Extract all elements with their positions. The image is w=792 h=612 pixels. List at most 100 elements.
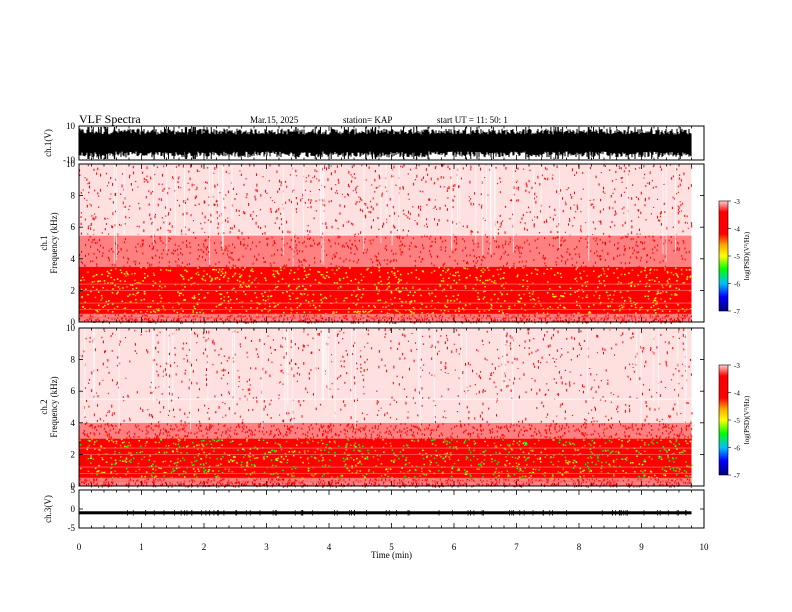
ch1-speck — [477, 292, 479, 294]
ch1-speck — [569, 287, 572, 290]
ch1-speck — [267, 298, 270, 301]
ch1-speck — [594, 227, 596, 230]
ch1-speck — [295, 211, 297, 213]
ch1-speck — [220, 274, 222, 277]
ch1-speck — [522, 266, 525, 269]
ch1-speck — [268, 315, 270, 318]
ch1-speck — [231, 314, 233, 317]
ch1-speck — [442, 264, 444, 267]
ch2-speck — [457, 480, 459, 483]
ch1-speck — [136, 225, 138, 227]
ch1-speck — [255, 277, 257, 279]
ch1-speck — [297, 278, 300, 280]
ch1-speck — [342, 277, 345, 280]
ch1-speck — [215, 200, 217, 203]
ch1-speck — [684, 247, 686, 250]
ch1-speck — [414, 316, 416, 319]
ch1-speck — [645, 219, 647, 221]
ch1-speck — [495, 166, 497, 169]
ch1-speck — [398, 280, 401, 282]
ch1-speck — [370, 211, 372, 214]
ch1-speck — [504, 250, 506, 253]
ch1-speck — [335, 264, 337, 267]
ch1-speck — [644, 247, 646, 250]
ch1-speck — [274, 222, 276, 224]
ch2-speck — [448, 456, 450, 458]
ch2-speck — [383, 482, 385, 485]
ch1-speck — [181, 233, 183, 236]
ch2-speck — [315, 457, 317, 460]
ch1-speck — [408, 248, 410, 251]
ch1-speck — [398, 237, 400, 240]
ch1-speck — [362, 288, 365, 290]
ch1-speck — [521, 314, 523, 317]
ch1-speck — [124, 315, 126, 318]
ch1-speck — [144, 318, 146, 321]
ch1-speck — [207, 292, 209, 294]
ch1-speck — [150, 235, 152, 238]
ch1-speck — [152, 257, 154, 260]
ch1-speck — [620, 304, 623, 307]
ch1-speck — [605, 315, 607, 318]
ch1-speck — [303, 258, 305, 261]
ch1-speck — [361, 293, 364, 296]
ch1-speck — [390, 259, 392, 262]
ch2-speck — [394, 484, 396, 487]
ch1-speck — [561, 243, 563, 246]
ch2-speck — [425, 479, 427, 482]
ch1-speck — [376, 255, 378, 258]
ch1-speck — [472, 239, 474, 242]
ch1-speck — [325, 167, 327, 171]
ch1-speck — [103, 280, 106, 282]
ch2-speck — [547, 481, 549, 484]
ch2-speck — [325, 446, 327, 449]
ch1-speck — [96, 309, 99, 311]
ch1-speck — [565, 318, 567, 321]
ch1-speck — [243, 238, 245, 241]
ch1-speck — [354, 177, 356, 179]
ch2-speck — [546, 481, 548, 484]
ch2-speck — [404, 485, 406, 488]
ch2-speck — [690, 482, 692, 485]
ch1-speck — [603, 284, 606, 287]
ch1-speck — [242, 266, 244, 269]
ch1-speck — [519, 246, 521, 249]
ch1-speck — [412, 206, 414, 208]
ch1-speck — [143, 220, 145, 224]
ch1-speck — [533, 223, 535, 226]
ch1-speck — [430, 235, 432, 238]
ch1-speck — [428, 198, 430, 201]
ch1-speck — [386, 248, 388, 251]
ch1-speck — [250, 213, 252, 217]
ch1-speck — [201, 227, 203, 230]
ch1-speck — [569, 253, 571, 256]
ch2-speck — [505, 448, 507, 451]
ch1-speck — [400, 290, 402, 293]
ch1-speck — [607, 305, 609, 307]
ch1-speck — [335, 219, 337, 222]
header-title: VLF Spectra — [79, 112, 141, 126]
ch1-speck — [476, 279, 479, 281]
ch1-speck — [519, 317, 521, 320]
ch1-speck — [216, 276, 219, 279]
ch1-speck — [308, 264, 310, 267]
ch1-speck — [423, 225, 425, 227]
ch1-speck — [686, 222, 688, 224]
ch2-speck — [440, 482, 442, 485]
ch1-speck — [546, 307, 549, 310]
ch1-speck — [619, 309, 621, 312]
ch1-speck — [514, 320, 516, 323]
ch1-speck — [528, 314, 530, 317]
ch1-speck — [298, 264, 300, 267]
ch1-speck — [165, 206, 167, 209]
ch2-speck — [107, 481, 109, 484]
ch1-speck — [567, 248, 569, 251]
ch1-speck — [620, 273, 623, 276]
ch1-speck — [685, 251, 687, 254]
ch1-speck — [85, 243, 87, 246]
ch1-speck — [395, 309, 397, 312]
ch1-speck — [181, 261, 183, 264]
ch1-speck — [84, 308, 86, 310]
ch1-speck — [522, 319, 524, 322]
